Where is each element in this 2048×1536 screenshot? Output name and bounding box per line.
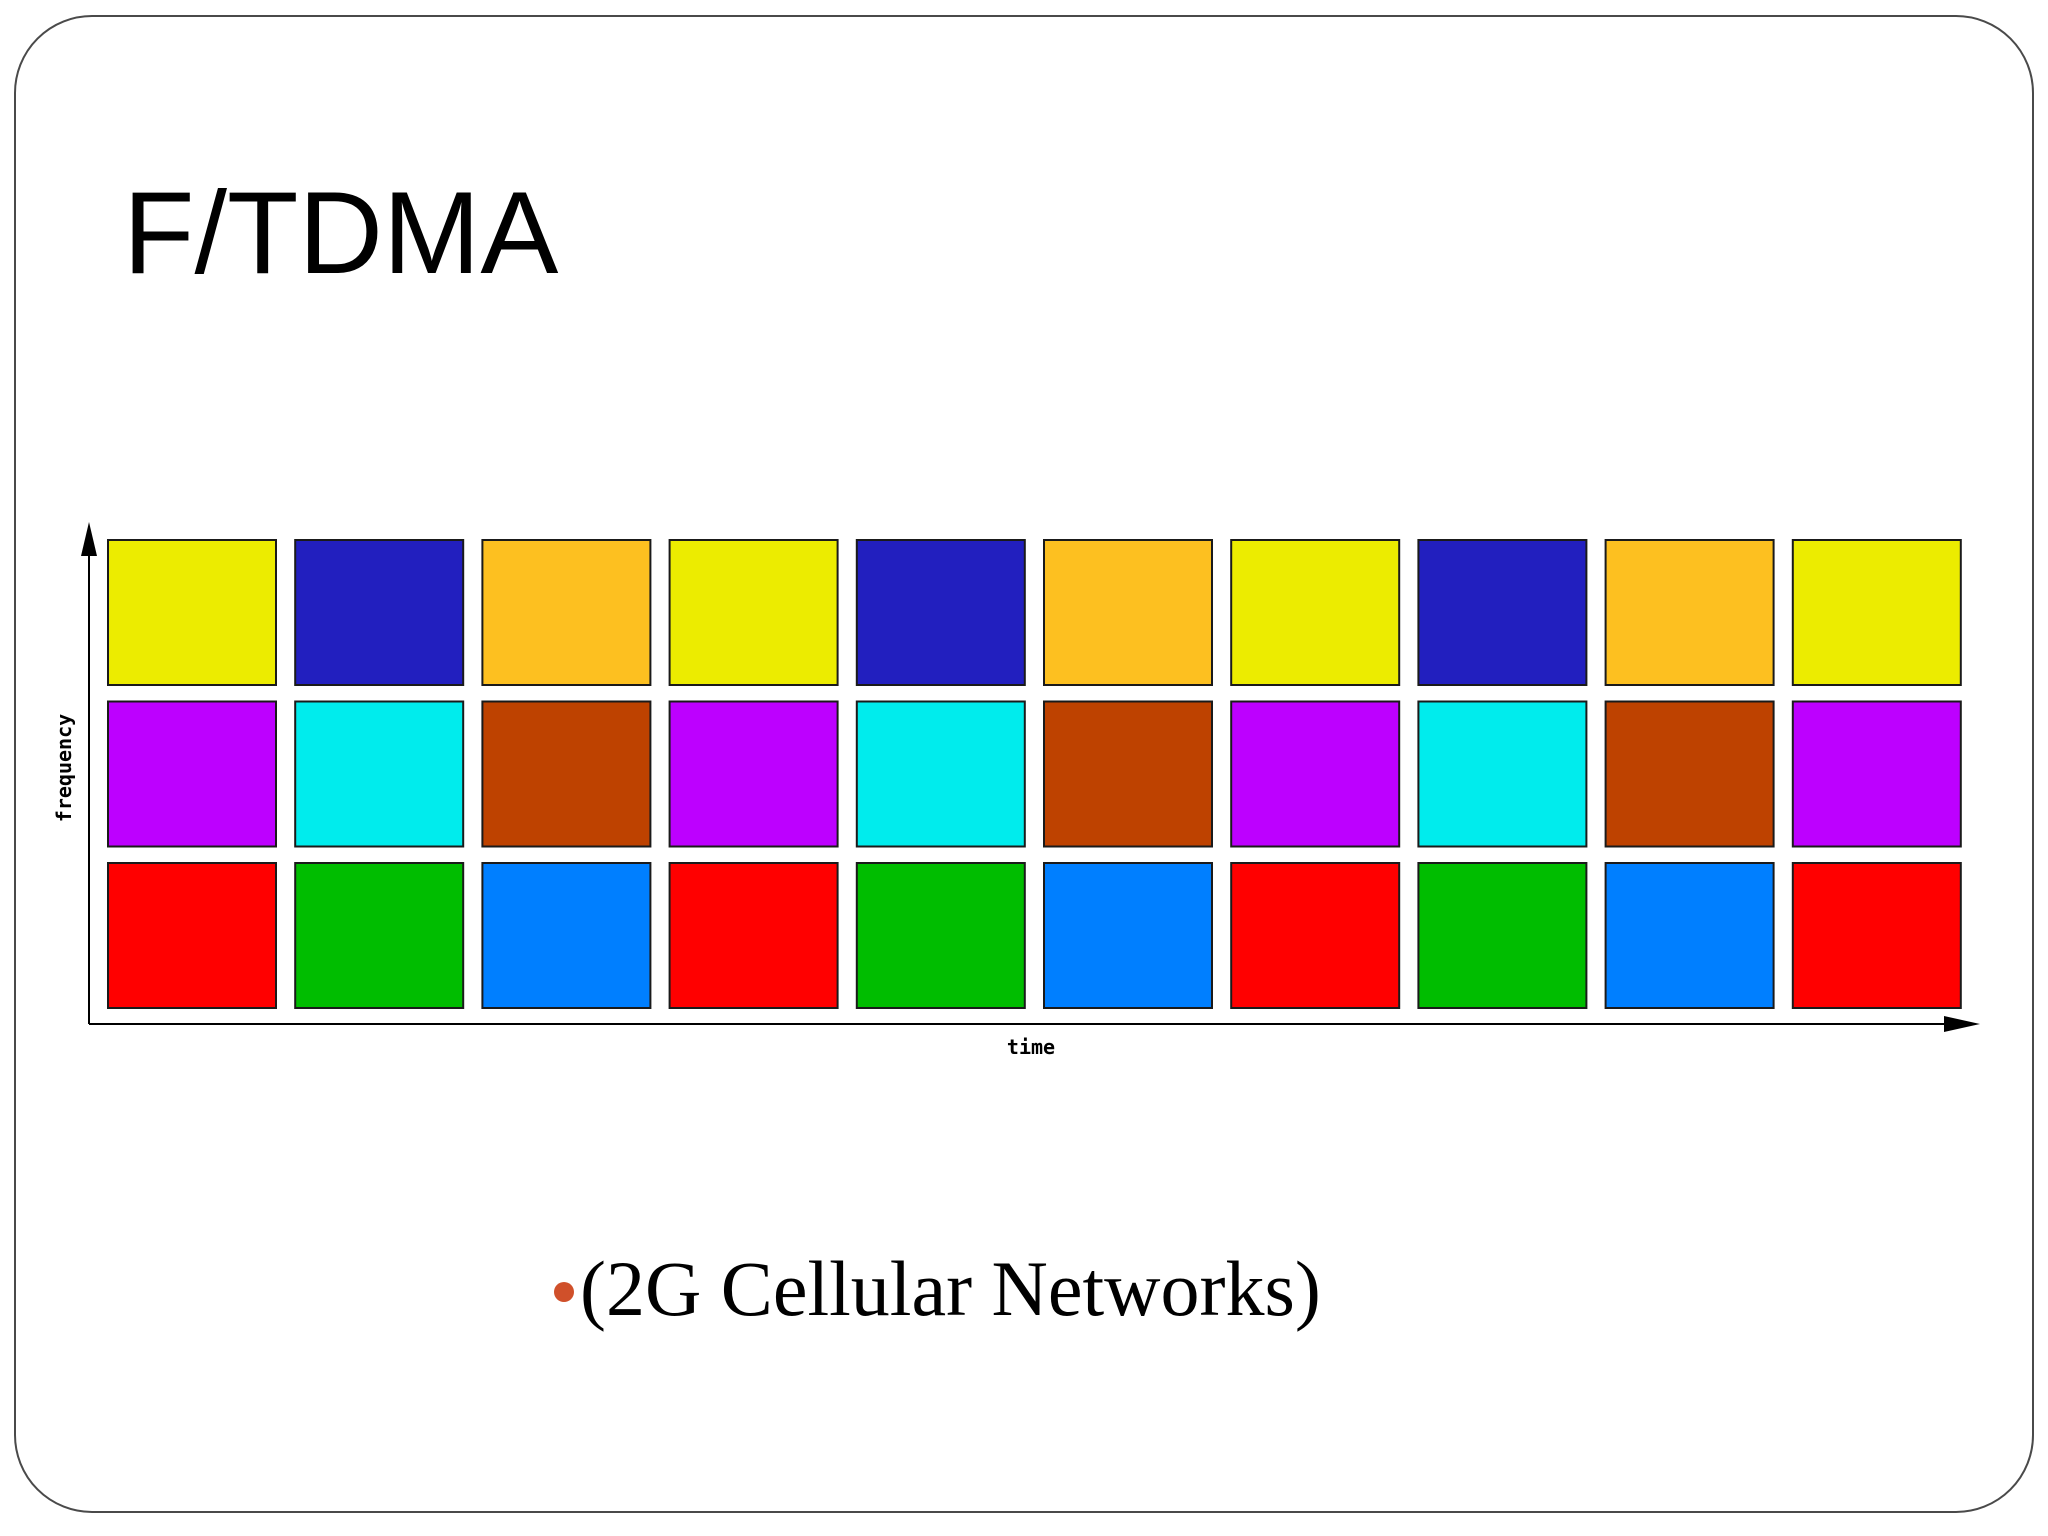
slot-r3-c2 xyxy=(294,862,465,1009)
slot-r2-c9 xyxy=(1604,700,1775,848)
bullet-dot-icon xyxy=(554,1282,574,1302)
slot-r1-c9 xyxy=(1604,539,1775,686)
slot-r2-c10 xyxy=(1791,700,1962,848)
slot-r1-c5 xyxy=(855,539,1026,686)
slot-r3-c3 xyxy=(481,862,652,1009)
slot-r2-c4 xyxy=(668,700,839,848)
slot-r2-c2 xyxy=(294,700,465,848)
slot-r3-c10 xyxy=(1791,862,1962,1009)
slot-grid xyxy=(107,539,1962,1009)
slot-r3-c5 xyxy=(855,862,1026,1009)
slide-title: F/TDMA xyxy=(123,167,559,298)
slot-r1-c2 xyxy=(294,539,465,686)
y-axis-label: frequency xyxy=(52,714,76,822)
slot-r2-c7 xyxy=(1230,700,1401,848)
slot-r1-c7 xyxy=(1230,539,1401,686)
slot-r2-c1 xyxy=(107,700,277,848)
slot-r1-c3 xyxy=(481,539,652,686)
slot-r2-c8 xyxy=(1417,700,1588,848)
slot-r1-c1 xyxy=(107,539,277,686)
slot-r1-c10 xyxy=(1791,539,1962,686)
slot-r1-c6 xyxy=(1043,539,1213,686)
slot-r3-c7 xyxy=(1230,862,1401,1009)
slot-r1-c4 xyxy=(668,539,839,686)
slot-r3-c4 xyxy=(668,862,839,1009)
slot-r3-c1 xyxy=(107,862,277,1009)
x-axis-label: time xyxy=(1007,1035,1055,1059)
y-axis-arrow-icon xyxy=(81,522,97,556)
slot-r2-c5 xyxy=(855,700,1026,848)
bullet-text: (2G Cellular Networks) xyxy=(580,1245,1321,1332)
slot-r3-c6 xyxy=(1043,862,1213,1009)
slot-r3-c8 xyxy=(1417,862,1588,1009)
slot-r2-c3 xyxy=(481,700,652,848)
slot-r2-c6 xyxy=(1043,700,1213,848)
x-axis-arrow-icon xyxy=(1944,1016,1980,1032)
slot-r3-c9 xyxy=(1604,862,1775,1009)
bullet-item: (2G Cellular Networks) xyxy=(554,1244,1321,1334)
slot-r1-c8 xyxy=(1417,539,1588,686)
